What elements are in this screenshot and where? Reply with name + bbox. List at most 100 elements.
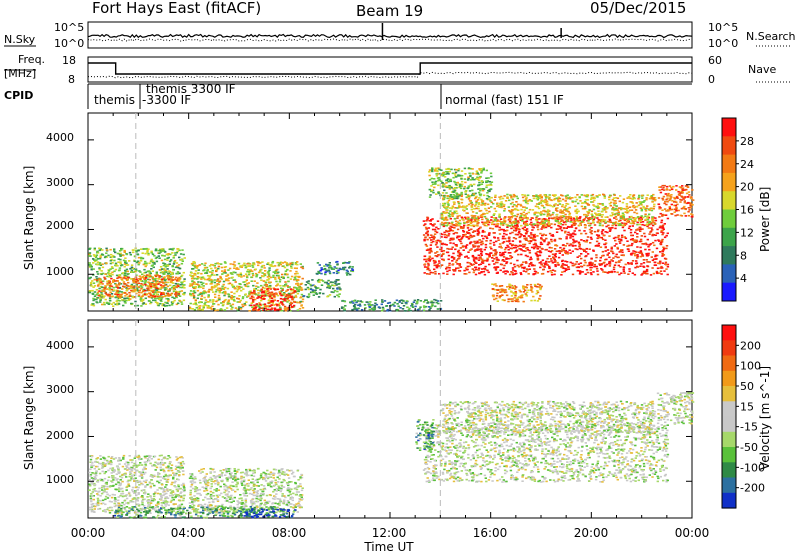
scatter-cell — [480, 168, 483, 170]
scatter-cell — [504, 251, 507, 253]
scatter-cell — [516, 259, 519, 262]
scatter-cell — [537, 245, 540, 248]
scatter-cell — [92, 268, 95, 270]
scatter-cell — [645, 207, 648, 210]
scatter-cell — [442, 198, 446, 200]
scatter-cell — [143, 288, 146, 291]
scatter-cell — [448, 215, 451, 218]
scatter-cell — [425, 260, 428, 263]
scatter-cell — [490, 247, 493, 250]
scatter-cell — [629, 218, 633, 220]
scatter-cell — [175, 286, 178, 288]
scatter-cell — [147, 281, 150, 283]
scatter-cell — [455, 187, 458, 189]
scatter-cell — [143, 272, 146, 274]
scatter-cell — [428, 260, 431, 262]
scatter-cell — [564, 218, 568, 221]
scatter-cell — [600, 268, 603, 270]
scatter-cell — [590, 217, 593, 220]
scatter-cell — [565, 197, 568, 200]
scatter-cell — [171, 273, 174, 275]
scatter-cell — [532, 197, 536, 200]
scatter-cell — [280, 276, 284, 278]
scatter-cell — [604, 216, 607, 218]
scatter-cell — [516, 197, 519, 200]
scatter-cell — [441, 174, 445, 177]
cpid-panel: CPID themis themis 3300 IF -3300 IF norm… — [4, 82, 692, 109]
scatter-cell — [562, 227, 566, 230]
scatter-cell — [473, 230, 476, 232]
scatter-cell — [170, 248, 173, 250]
scatter-cell — [522, 221, 526, 223]
scatter-cell — [468, 242, 472, 245]
scatter-cell — [547, 224, 550, 227]
scatter-cell — [299, 300, 303, 303]
scatter-cell — [555, 231, 559, 233]
scatter-cell — [502, 253, 505, 256]
scatter-cell — [254, 307, 257, 309]
scatter-cell — [521, 227, 525, 230]
scatter-cell — [103, 287, 106, 289]
scatter-cell — [425, 249, 429, 251]
scatter-cell — [172, 288, 175, 291]
scatter-cell — [490, 196, 493, 199]
scatter-cell — [271, 260, 275, 263]
scatter-cell — [169, 294, 173, 296]
scatter-cell — [447, 258, 450, 261]
scatter-cell — [583, 207, 586, 210]
scatter-cell — [572, 223, 575, 226]
scatter-cell — [541, 234, 544, 237]
scatter-cell — [154, 248, 158, 250]
scatter-cell — [580, 205, 584, 208]
scatter-cell — [582, 221, 585, 223]
scatter-cell — [290, 267, 293, 269]
scatter-cell — [526, 200, 530, 202]
scatter-cell — [489, 242, 492, 245]
scatter-cell — [202, 277, 206, 280]
scatter-cell — [627, 196, 631, 198]
scatter-cell — [573, 221, 577, 223]
scatter-cell — [137, 295, 140, 298]
scatter-cell — [490, 216, 493, 218]
scatter-cell — [171, 282, 175, 284]
scatter-cell — [345, 269, 348, 272]
scatter-cell — [519, 265, 523, 267]
scatter-cell — [239, 272, 242, 275]
scatter-cell — [250, 297, 253, 300]
scatter-cell — [587, 222, 590, 224]
scatter-cell — [622, 266, 626, 269]
scatter-cell — [556, 228, 559, 230]
scatter-cell — [306, 295, 309, 298]
scatter-cell — [325, 263, 328, 266]
scatter-cell — [120, 278, 123, 280]
scatter-cell — [513, 194, 516, 197]
scatter-cell — [160, 281, 163, 283]
scatter-cell — [556, 261, 559, 264]
scatter-cell — [464, 256, 467, 258]
scatter-cell — [155, 284, 158, 287]
scatter-cell — [281, 288, 284, 290]
scatter-cell — [564, 195, 567, 197]
scatter-cell — [274, 276, 277, 279]
scatter-cell — [150, 251, 153, 254]
scatter-cell — [436, 177, 440, 179]
scatter-cell — [285, 307, 289, 309]
scatter-cell — [278, 291, 282, 293]
scatter-cell — [539, 214, 543, 216]
scatter-cell — [635, 229, 638, 231]
scatter-cell — [503, 210, 506, 212]
scatter-cell — [118, 290, 121, 293]
scatter-cell — [534, 205, 538, 208]
scatter-cell — [95, 289, 99, 291]
scatter-cell — [639, 216, 643, 219]
scatter-cell — [167, 290, 170, 292]
scatter-cell — [216, 309, 219, 311]
scatter-cell — [479, 194, 482, 197]
scatter-cell — [580, 232, 583, 235]
scatter-cell — [289, 288, 292, 290]
scatter-cell — [659, 242, 662, 245]
scatter-cell — [648, 261, 651, 263]
scatter-cell — [284, 283, 288, 285]
scatter-cell — [431, 170, 434, 173]
scatter-cell — [602, 208, 605, 211]
